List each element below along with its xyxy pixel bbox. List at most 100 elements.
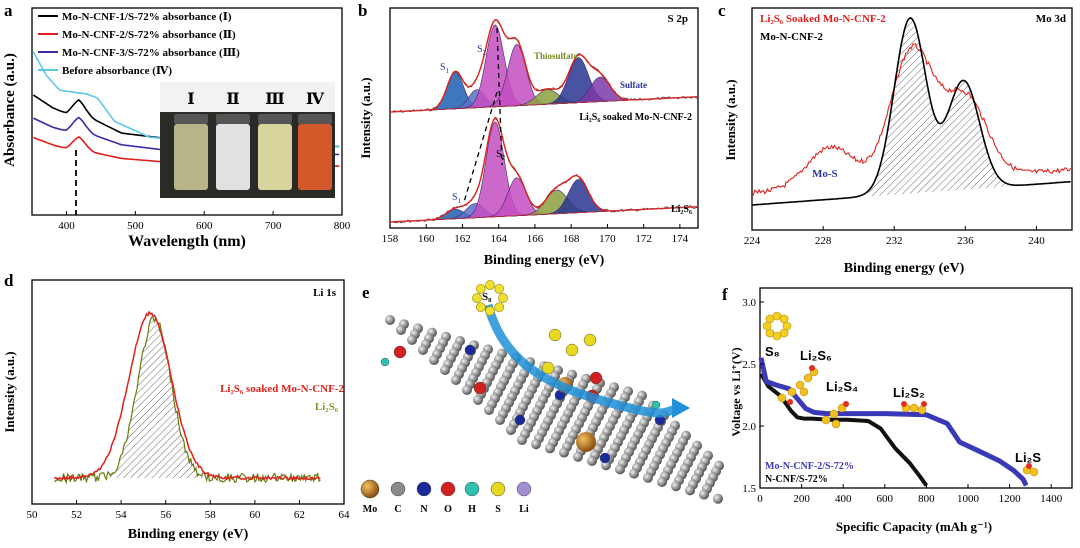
legend-atom — [440, 481, 456, 497]
panel-b-ann-s2: S2 — [477, 44, 487, 57]
vial-label: Ⅰ — [187, 91, 194, 108]
polysulfide-atom — [831, 419, 841, 429]
carbon-atom — [396, 325, 406, 335]
panel-e-s8-label: S₈ — [482, 291, 492, 303]
panel-f-ytick-label: 3.0 — [742, 297, 756, 309]
panel-d-tick-label: 56 — [160, 509, 172, 521]
species-label: Li₂S₄ — [826, 379, 858, 394]
panel-c-tick-label: 236 — [957, 235, 974, 247]
carbon-atom — [685, 485, 695, 496]
legend-atom — [464, 481, 480, 497]
panel-c-ylabel: Intensity (a.u.) — [723, 79, 738, 160]
polysulfide-atom — [829, 409, 839, 419]
panel-b-tick-label: 174 — [672, 233, 689, 245]
vial-cap — [258, 114, 292, 124]
panel-f-tick-label: 600 — [877, 493, 894, 505]
carbon-atom — [699, 489, 709, 500]
species-label: Li₂S₂ — [893, 385, 925, 400]
upper-baseline — [389, 96, 699, 113]
panel-d-tick-label: 60 — [249, 509, 261, 521]
panel-b-tick-label: 160 — [418, 233, 435, 245]
legend-atom-label: Li — [519, 504, 529, 515]
panel-d: d Li 1s Li₂S₆ soaked Mo-N-CNF-2 Li₂S₆ In… — [2, 271, 350, 542]
panel-a-tick-label: 700 — [265, 220, 282, 232]
panel-f-legend-blue: Mo-N-CNF-2/S-72% — [765, 461, 854, 472]
lithium-atom — [1026, 463, 1032, 469]
vial-label: Ⅲ — [265, 91, 284, 108]
panel-a-tick-label: 800 — [334, 220, 351, 232]
discharge-curve — [758, 357, 1029, 487]
panel-f-species: S₈ Li₂S₆ Li₂S₄ Li₂S₂ Li₂S — [762, 311, 1041, 477]
species-label: S₈ — [765, 344, 780, 359]
dopant-atom — [514, 414, 526, 426]
lithium-atom — [921, 401, 927, 407]
polysulfide-arrowhead — [672, 398, 690, 418]
li1s-hatched-area — [103, 319, 206, 478]
panel-b-tick-label: 166 — [527, 233, 544, 245]
panel-b-upper-label: Li₂S₆ soaked Mo-N-CNF-2 — [579, 112, 692, 123]
polysulfide-atom — [909, 403, 919, 413]
carbon-atom — [615, 464, 625, 475]
panel-d-frame — [31, 279, 345, 505]
panel-c-ticks: 224 228 232 236 240 — [744, 226, 1045, 247]
lower-component-peak — [389, 189, 699, 223]
sulfur-atom — [494, 283, 505, 294]
legend-atom-label: H — [468, 504, 476, 515]
sulfur-atom — [485, 306, 495, 316]
dopant-atom — [380, 357, 390, 367]
panel-b-tick-label: 158 — [382, 233, 399, 245]
dopant-atom — [565, 343, 579, 357]
vial: Ⅱ — [216, 91, 250, 190]
carbon-atom — [629, 468, 639, 479]
dopant-atom — [541, 361, 555, 375]
panel-f: f S₈ Li₂S₆ Li₂S₄ Li₂S₂ Li₂S Mo-N-CNF-2/S-72%… — [722, 285, 1073, 534]
panel-d-tick-label: 64 — [339, 509, 351, 521]
panel-f-tick-label: 800 — [918, 493, 935, 505]
panel-b-tick-label: 168 — [563, 233, 580, 245]
sulfur-atom — [485, 280, 495, 290]
dopant-atom — [583, 333, 597, 347]
panel-f-tick-label: 0 — [757, 493, 763, 505]
panel-b-corner-label: S 2p — [668, 13, 689, 25]
panel-b-ann-s2-lower: S2 — [496, 149, 506, 162]
carbon-atom — [440, 365, 450, 375]
panel-c-tick-label: 232 — [886, 235, 903, 247]
vial-liquid — [258, 124, 292, 190]
panel-b-lower-label: Li₂S₆ — [671, 204, 692, 215]
legend-atom — [360, 479, 380, 499]
vial-photo: Ⅰ Ⅱ Ⅲ Ⅳ — [160, 82, 335, 198]
mo3d-soaked-curve — [751, 43, 1072, 196]
panel-b-frame — [389, 7, 699, 229]
panel-d-corner-label: Li 1s — [313, 287, 337, 299]
carbon-atom — [451, 375, 461, 385]
panel-f-ytick-label: 2.5 — [742, 359, 756, 371]
panel-c-legend-black: Mo-N-CNF-2 — [760, 31, 823, 43]
panel-d-curves — [53, 310, 321, 485]
dopant-atom — [473, 381, 487, 395]
panel-f-xlabel: Specific Capacity (mAh g⁻¹) — [836, 519, 992, 534]
carbon-atom — [573, 451, 583, 462]
species-label: Li₂S₆ — [800, 348, 832, 363]
lithium-atom — [901, 401, 907, 407]
panel-b-label: b — [358, 1, 367, 20]
polysulfide-atom — [821, 415, 831, 425]
panel-c-ann-mos: Mo-S — [812, 168, 838, 180]
panel-d-ticks: 50 52 54 56 58 60 62 64 — [27, 500, 351, 521]
panel-d-tick-label: 50 — [27, 509, 39, 521]
panel-f-tick-label: 1200 — [999, 493, 1022, 505]
panel-c-tick-label: 240 — [1028, 235, 1045, 247]
panel-f-ticks: 0 200 400 600 800 1000 1200 1400 1.5 2.0 2.5 3.0 — [742, 297, 1062, 505]
legend-atom-label: C — [394, 504, 401, 515]
panel-f-frame — [759, 287, 1073, 489]
panel-c-tick-label: 224 — [744, 235, 761, 247]
panel-b-ylabel: Intensity (a.u.) — [358, 77, 373, 158]
mo-atom — [576, 432, 596, 452]
mo3d-hatched-area — [867, 18, 1010, 197]
vial: Ⅲ — [258, 91, 292, 190]
polysulfide-atom — [803, 373, 813, 383]
carbon-atom — [418, 345, 428, 355]
panel-f-label: f — [722, 285, 728, 304]
carbon-atom — [587, 456, 597, 466]
panel-d-tick-label: 62 — [294, 509, 305, 521]
legend-atom — [416, 481, 432, 497]
